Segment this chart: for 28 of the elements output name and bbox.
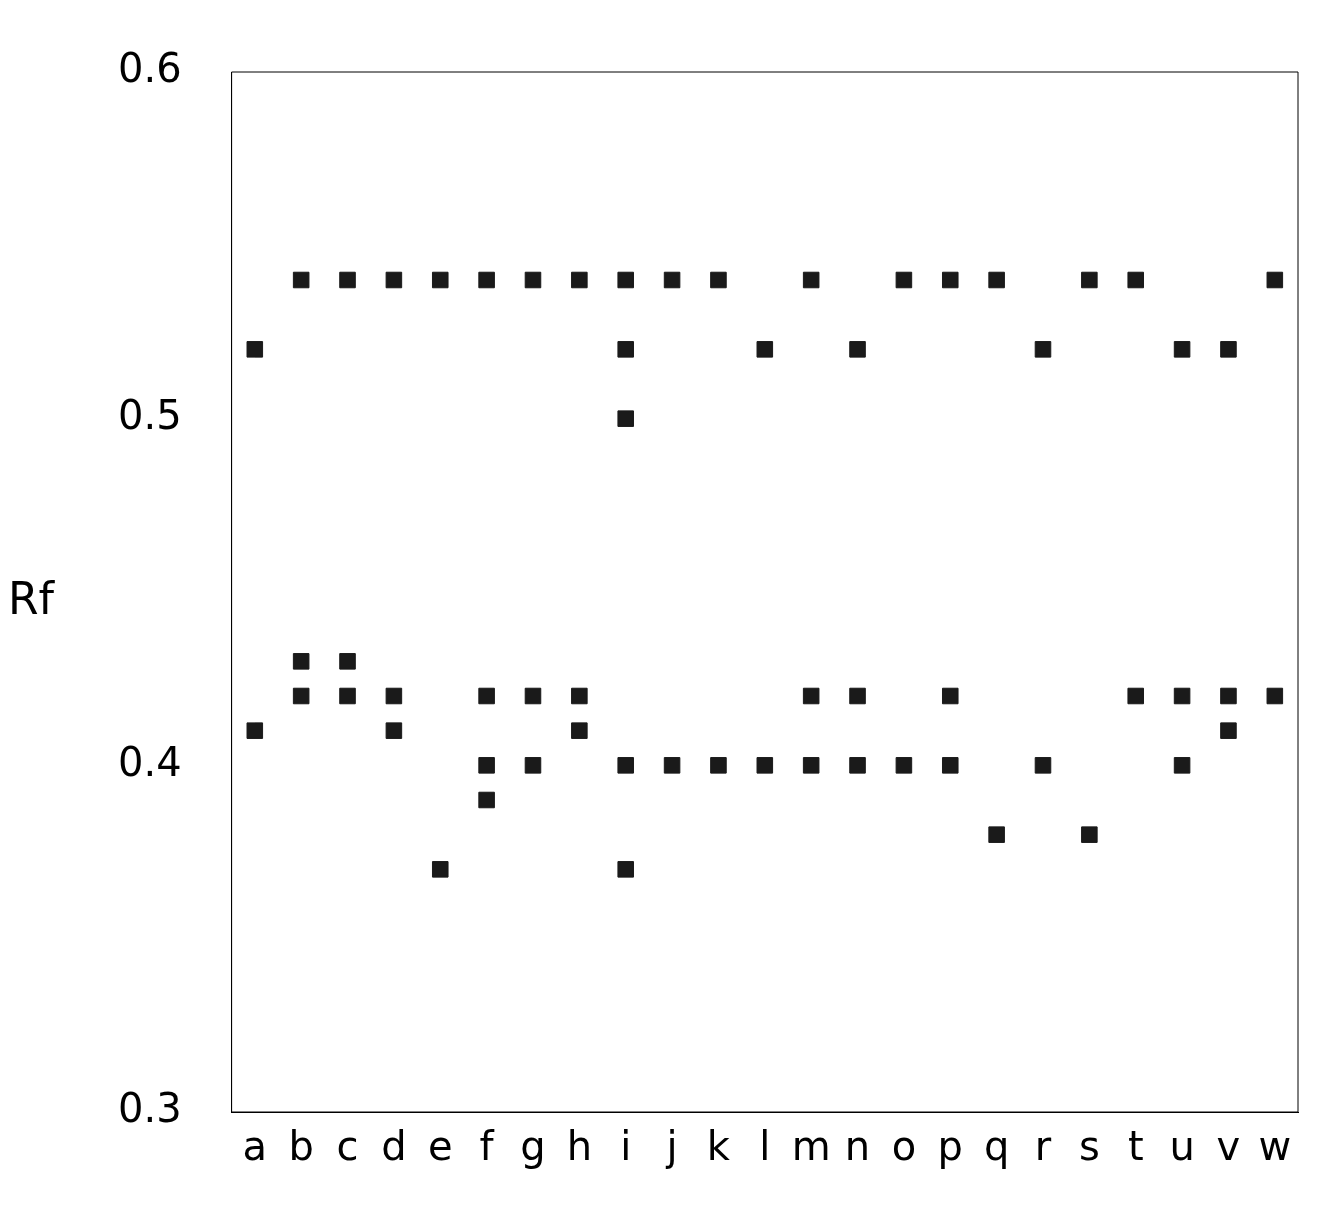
x-tick-label: j [665, 1123, 678, 1170]
x-tick-label: q [983, 1123, 1010, 1170]
x-tick-label: h [566, 1123, 593, 1170]
x-tick-label: a [242, 1123, 268, 1170]
x-tick-label: o [891, 1123, 917, 1170]
x-tick-label: s [1078, 1123, 1100, 1170]
x-tick-label: d [381, 1123, 407, 1170]
x-tick-label: f [479, 1123, 495, 1170]
y-tick-label: 0.3 [117, 1085, 182, 1132]
x-tick-label: t [1127, 1123, 1144, 1170]
x-tick-label: c [336, 1123, 359, 1170]
x-tick-label: w [1258, 1123, 1292, 1170]
x-tick-label: u [1169, 1123, 1195, 1170]
x-tick-label: k [706, 1123, 731, 1170]
x-tick-label: m [791, 1123, 831, 1170]
x-tick-label: i [620, 1123, 632, 1170]
x-tick-label: b [288, 1123, 314, 1170]
x-tick-label: r [1034, 1123, 1052, 1170]
x-tick-label: g [520, 1123, 546, 1170]
x-tick-label: l [759, 1123, 771, 1170]
y-tick-label: 0.5 [117, 392, 182, 439]
y-tick-label: 0.6 [117, 45, 182, 92]
x-tick-label: v [1216, 1123, 1241, 1170]
y-tick-label: 0.4 [117, 738, 182, 785]
x-tick-label: e [427, 1123, 453, 1170]
x-tick-label: p [937, 1123, 963, 1170]
y-axis-title: Rf [8, 572, 56, 624]
x-tick-label: n [844, 1123, 871, 1170]
